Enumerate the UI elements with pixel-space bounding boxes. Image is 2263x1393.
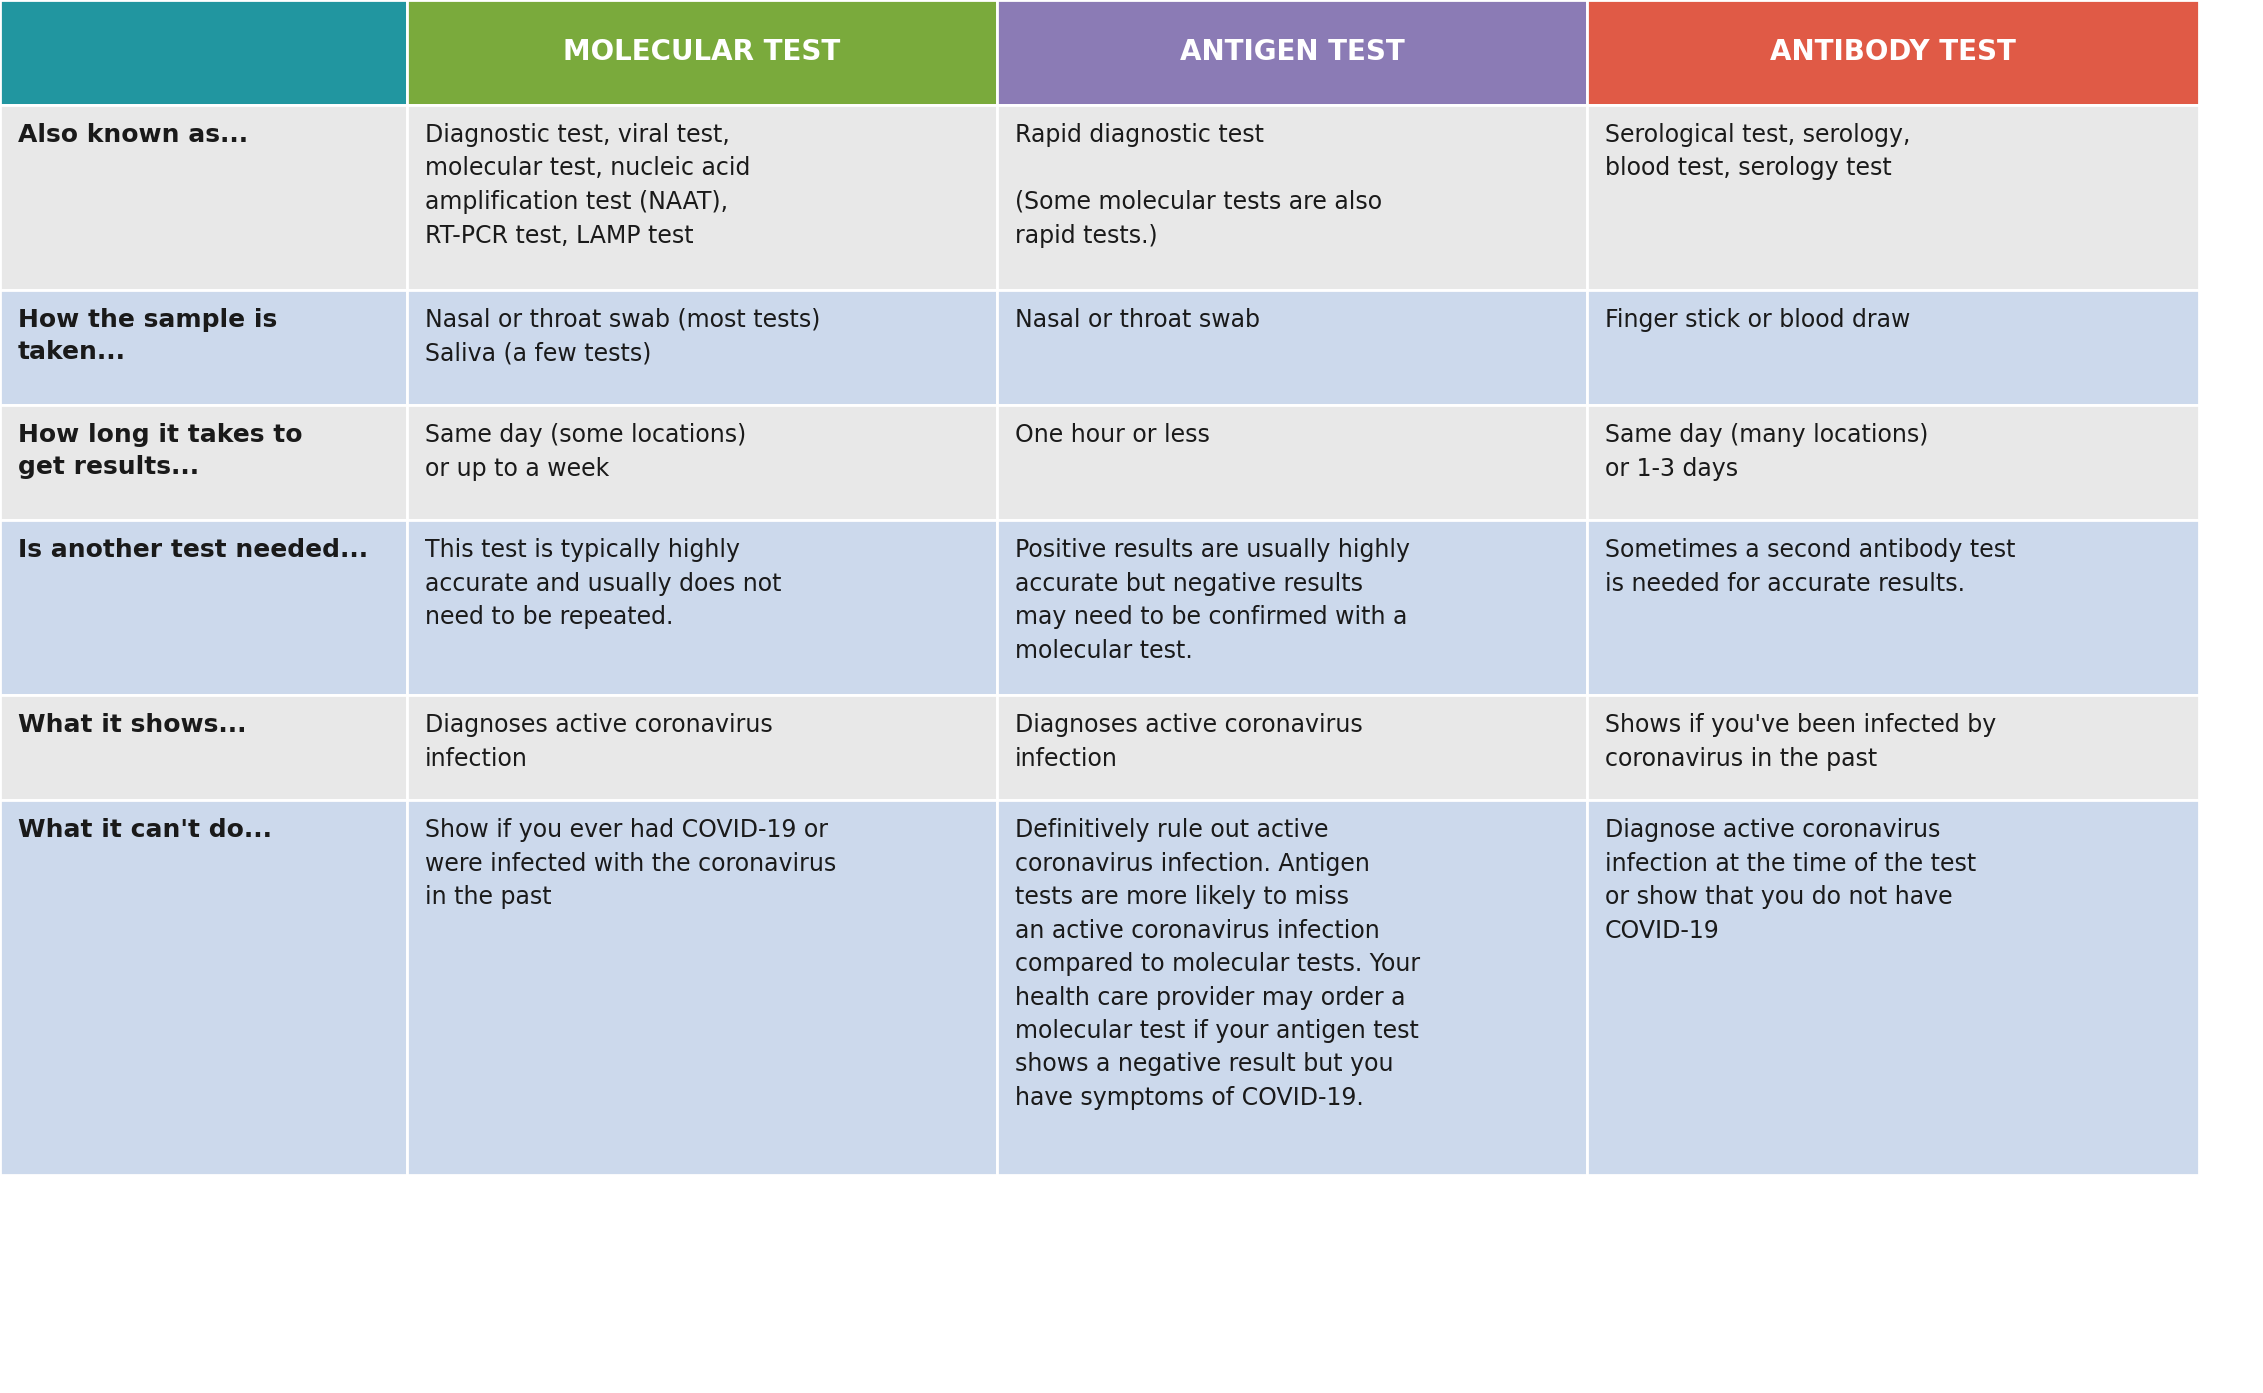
Bar [1586, 0, 2200, 104]
Text: This test is typically highly
accurate and usually does not
need to be repeated.: This test is typically highly accurate a… [425, 538, 781, 630]
Bar [0, 520, 407, 695]
Text: What it can't do...: What it can't do... [18, 818, 272, 841]
Text: What it shows...: What it shows... [18, 713, 247, 737]
Text: ANTIBODY TEST: ANTIBODY TEST [1770, 39, 2016, 67]
Bar [0, 405, 407, 520]
Bar [0, 695, 407, 800]
Text: Diagnose active coronavirus
infection at the time of the test
or show that you d: Diagnose active coronavirus infection at… [1604, 818, 1976, 943]
Text: Shows if you've been infected by
coronavirus in the past: Shows if you've been infected by coronav… [1604, 713, 1996, 770]
Text: Diagnostic test, viral test,
molecular test, nucleic acid
amplification test (NA: Diagnostic test, viral test, molecular t… [425, 123, 751, 248]
Bar [0, 0, 407, 104]
Bar [0, 104, 407, 290]
Bar [998, 104, 1586, 290]
Text: Serological test, serology,
blood test, serology test: Serological test, serology, blood test, … [1604, 123, 1910, 181]
Bar [998, 290, 1586, 405]
Text: MOLECULAR TEST: MOLECULAR TEST [563, 39, 840, 67]
Text: Is another test needed...: Is another test needed... [18, 538, 369, 561]
Text: One hour or less: One hour or less [1016, 423, 1211, 447]
Bar [407, 520, 998, 695]
Bar [407, 0, 998, 104]
Text: Also known as...: Also known as... [18, 123, 249, 148]
Bar [998, 405, 1586, 520]
Bar [1586, 290, 2200, 405]
Text: Same day (some locations)
or up to a week: Same day (some locations) or up to a wee… [425, 423, 747, 481]
Text: Definitively rule out active
coronavirus infection. Antigen
tests are more likel: Definitively rule out active coronavirus… [1016, 818, 1421, 1110]
Text: Show if you ever had COVID-19 or
were infected with the coronavirus
in the past: Show if you ever had COVID-19 or were in… [425, 818, 837, 910]
Text: Same day (many locations)
or 1-3 days: Same day (many locations) or 1-3 days [1604, 423, 1928, 481]
Text: ANTIGEN TEST: ANTIGEN TEST [1179, 39, 1405, 67]
Text: Nasal or throat swab (most tests)
Saliva (a few tests): Nasal or throat swab (most tests) Saliva… [425, 308, 821, 365]
Text: Finger stick or blood draw: Finger stick or blood draw [1604, 308, 1910, 332]
Bar [1586, 405, 2200, 520]
Bar [0, 800, 407, 1176]
Text: How the sample is
taken...: How the sample is taken... [18, 308, 278, 364]
Bar [1586, 695, 2200, 800]
Bar [998, 520, 1586, 695]
Bar [407, 695, 998, 800]
Text: Diagnoses active coronavirus
infection: Diagnoses active coronavirus infection [425, 713, 772, 770]
Text: How long it takes to
get results...: How long it takes to get results... [18, 423, 303, 479]
Bar [407, 290, 998, 405]
Bar [998, 0, 1586, 104]
Bar [998, 695, 1586, 800]
Text: Nasal or throat swab: Nasal or throat swab [1016, 308, 1260, 332]
Bar [998, 800, 1586, 1176]
Bar [407, 800, 998, 1176]
Bar [407, 104, 998, 290]
Text: Positive results are usually highly
accurate but negative results
may need to be: Positive results are usually highly accu… [1016, 538, 1410, 663]
Bar [1586, 104, 2200, 290]
Text: Diagnoses active coronavirus
infection: Diagnoses active coronavirus infection [1016, 713, 1362, 770]
Bar [0, 290, 407, 405]
Bar [1586, 800, 2200, 1176]
Text: Sometimes a second antibody test
is needed for accurate results.: Sometimes a second antibody test is need… [1604, 538, 2016, 595]
Text: Rapid diagnostic test

(Some molecular tests are also
rapid tests.): Rapid diagnostic test (Some molecular te… [1016, 123, 1383, 248]
Bar [1586, 520, 2200, 695]
Bar [407, 405, 998, 520]
